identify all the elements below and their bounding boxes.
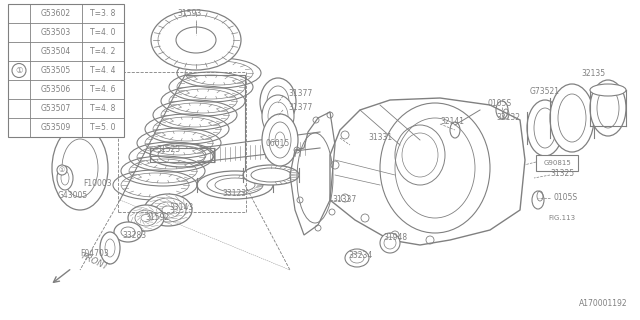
Ellipse shape [100,232,120,264]
Text: ①: ① [15,66,23,75]
Text: 31948: 31948 [383,234,407,243]
Polygon shape [330,98,525,245]
Text: G53602: G53602 [41,9,71,18]
Text: 31377: 31377 [288,102,312,111]
Text: 31592: 31592 [145,212,169,221]
Text: 06015: 06015 [265,140,289,148]
Text: G53503: G53503 [41,28,71,37]
Ellipse shape [590,84,626,96]
Ellipse shape [260,78,296,126]
Text: 31337: 31337 [332,196,356,204]
Text: 33283: 33283 [122,231,146,241]
Text: F10003: F10003 [84,180,112,188]
Text: 32135: 32135 [581,69,605,78]
Text: A170001192: A170001192 [579,299,628,308]
Bar [8,4,124,137]
Ellipse shape [527,100,563,156]
Ellipse shape [243,165,299,185]
Text: 0105S: 0105S [554,194,578,203]
Ellipse shape [550,84,594,152]
Ellipse shape [262,95,294,137]
Text: 31523: 31523 [156,146,180,155]
Ellipse shape [57,166,73,190]
Circle shape [57,165,67,175]
Text: 31593: 31593 [178,10,202,19]
Text: 33143: 33143 [170,204,194,212]
Text: T=4. 6: T=4. 6 [90,85,116,94]
Text: 31377: 31377 [288,89,312,98]
Text: 31331: 31331 [368,132,392,141]
Ellipse shape [114,222,142,242]
Text: T=4. 0: T=4. 0 [90,28,116,37]
Ellipse shape [262,114,298,166]
Text: 33234: 33234 [348,252,372,260]
Text: 0105S: 0105S [488,100,512,108]
Bar [536,155,578,171]
Text: G53507: G53507 [41,104,71,113]
Circle shape [12,63,26,77]
Ellipse shape [590,80,626,136]
Text: G53509: G53509 [41,123,71,132]
Text: F04703: F04703 [81,249,109,258]
Ellipse shape [52,126,108,210]
Ellipse shape [128,205,164,231]
Ellipse shape [380,233,400,253]
Text: 32132: 32132 [496,114,520,123]
Text: FRONT: FRONT [80,252,110,272]
Text: T=4. 4: T=4. 4 [90,66,116,75]
Text: T=4. 2: T=4. 2 [90,47,116,56]
Ellipse shape [144,194,192,226]
Text: G90815: G90815 [543,160,571,166]
Text: FIG.113: FIG.113 [548,215,575,221]
Text: G53504: G53504 [41,47,71,56]
Text: 32141: 32141 [440,117,464,126]
Text: ①: ① [59,167,65,173]
Text: 31325: 31325 [550,169,574,178]
Text: T=4. 8: T=4. 8 [90,104,116,113]
Ellipse shape [345,249,369,267]
Text: G53505: G53505 [41,66,71,75]
Text: T=3. 8: T=3. 8 [90,9,116,18]
Text: G73521: G73521 [530,86,560,95]
Ellipse shape [151,10,241,70]
Ellipse shape [197,171,273,199]
Text: G43005: G43005 [58,191,88,201]
Text: 33123: 33123 [222,188,246,197]
Text: T=5. 0: T=5. 0 [90,123,116,132]
Text: G53506: G53506 [41,85,71,94]
